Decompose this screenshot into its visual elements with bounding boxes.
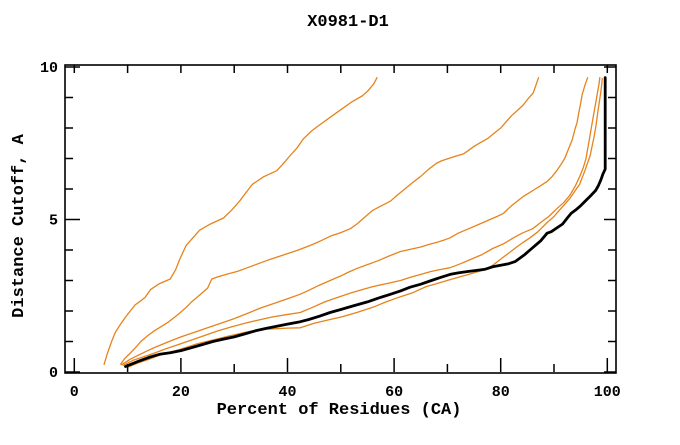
chart-title: X0981-D1 bbox=[307, 13, 389, 32]
model-curves bbox=[103, 76, 607, 369]
axis-tick-labels: 0 20 40 60 80 100 0 5 10 bbox=[40, 60, 621, 401]
y-tick-label: 0 bbox=[49, 365, 58, 382]
plot-border bbox=[64, 64, 617, 374]
x-tick-label: 60 bbox=[385, 384, 403, 401]
curve-model-2 bbox=[120, 77, 540, 365]
axis-ticks bbox=[65, 65, 616, 373]
x-tick-label: 40 bbox=[278, 384, 296, 401]
curve-model-1 bbox=[103, 77, 378, 366]
x-tick-label: 0 bbox=[70, 384, 79, 401]
curve-model-5 bbox=[126, 77, 603, 369]
x-tick-label: 100 bbox=[594, 384, 621, 401]
x-tick-label: 80 bbox=[492, 384, 510, 401]
x-axis-title: Percent of Residues (CA) bbox=[217, 401, 462, 420]
y-axis-title: Distance Cutoff, A bbox=[10, 133, 29, 317]
curve-highlighted-model bbox=[124, 76, 607, 368]
curve-model-3 bbox=[121, 77, 589, 366]
curve-model-4 bbox=[122, 77, 601, 366]
y-tick-label: 10 bbox=[40, 60, 58, 77]
y-tick-label: 5 bbox=[49, 213, 58, 230]
x-tick-label: 20 bbox=[172, 384, 190, 401]
